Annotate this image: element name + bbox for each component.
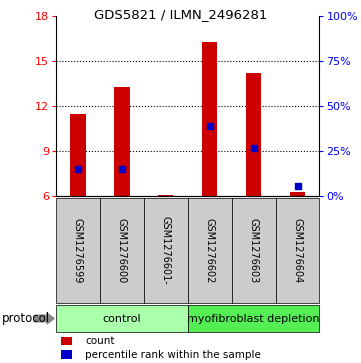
Text: percentile rank within the sample: percentile rank within the sample xyxy=(85,350,261,360)
Text: control: control xyxy=(103,314,141,323)
Bar xyxy=(100,198,144,303)
Bar xyxy=(61,337,72,346)
Text: GSM1276602: GSM1276602 xyxy=(205,218,215,283)
Bar xyxy=(61,350,72,359)
Bar xyxy=(188,198,232,303)
Bar xyxy=(188,305,319,332)
Bar xyxy=(144,198,188,303)
Text: GSM1276601-: GSM1276601- xyxy=(161,216,171,285)
Bar xyxy=(56,198,100,303)
Text: GSM1276604: GSM1276604 xyxy=(292,218,303,283)
Bar xyxy=(158,195,173,196)
Bar xyxy=(275,198,319,303)
Text: GSM1276599: GSM1276599 xyxy=(73,218,83,283)
Text: GDS5821 / ILMN_2496281: GDS5821 / ILMN_2496281 xyxy=(94,8,267,21)
Bar xyxy=(70,114,86,196)
Text: protocol: protocol xyxy=(2,312,50,325)
Text: myofibroblast depletion: myofibroblast depletion xyxy=(187,314,320,323)
Bar xyxy=(290,192,305,196)
Bar xyxy=(56,305,188,332)
Text: count: count xyxy=(85,336,114,346)
Text: GSM1276603: GSM1276603 xyxy=(249,218,258,283)
Bar xyxy=(202,42,217,196)
Bar xyxy=(114,87,130,196)
Bar xyxy=(246,73,261,196)
Bar xyxy=(232,198,275,303)
Text: GSM1276600: GSM1276600 xyxy=(117,218,127,283)
